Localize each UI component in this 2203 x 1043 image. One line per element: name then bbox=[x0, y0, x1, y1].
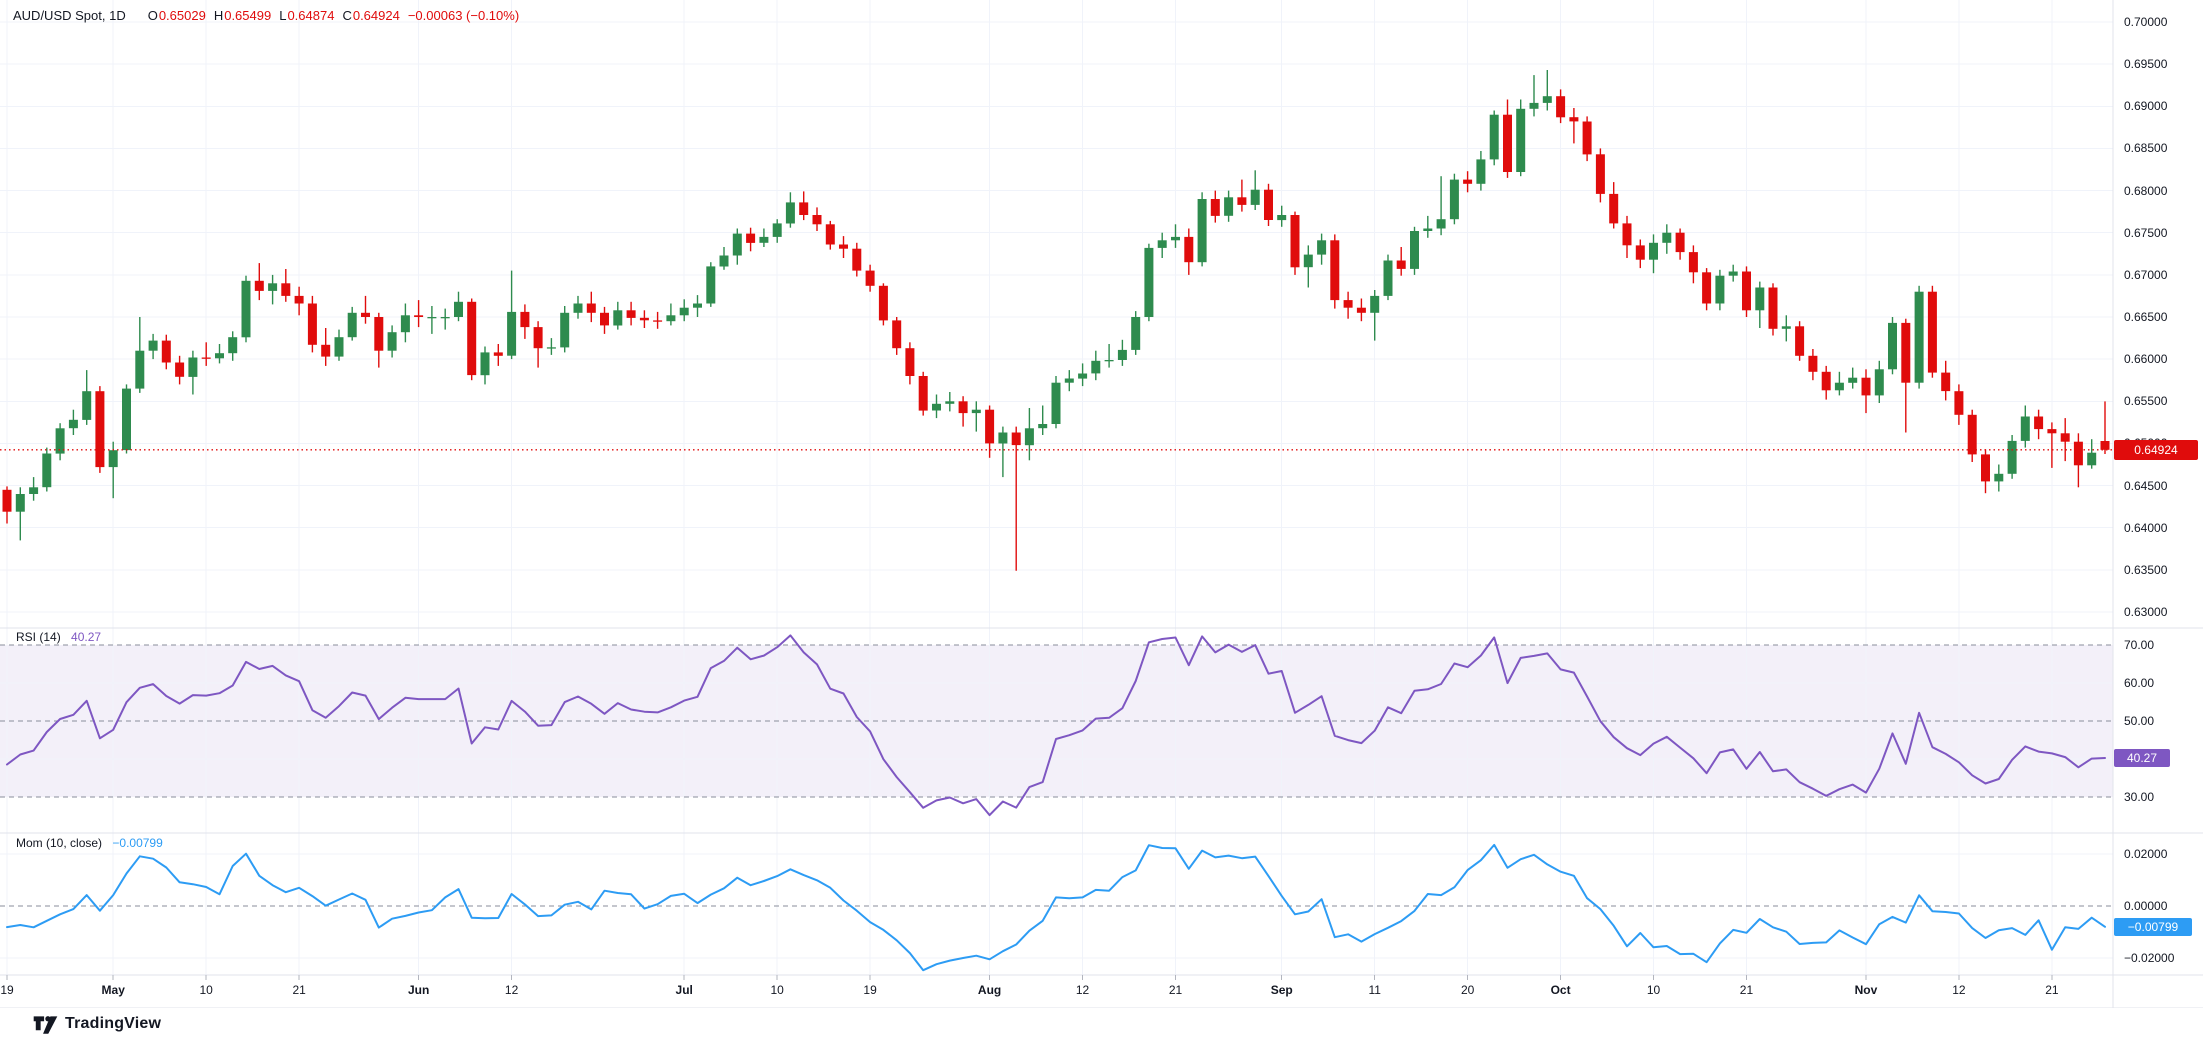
price-axis-label: 0.66000 bbox=[2124, 352, 2168, 367]
time-axis-label: Nov bbox=[1854, 983, 1878, 997]
price-axis-label: 0.69500 bbox=[2124, 57, 2168, 72]
price-axis-label: 0.68500 bbox=[2124, 141, 2168, 156]
price-axis-label: 0.65500 bbox=[2124, 394, 2168, 409]
change-value: −0.00063 (−0.10%) bbox=[407, 8, 520, 23]
time-scale[interactable]: 19 May 10 21 Jun 12 Jul 10 19 Aug 12 21 Sep 11 20 Oct 10… bbox=[0, 981, 2113, 1003]
close-label: C bbox=[342, 8, 352, 23]
time-axis-label: 19 bbox=[0, 983, 14, 997]
rsi-indicator-params: (14) bbox=[39, 630, 61, 644]
open-value: 0.65029 bbox=[158, 8, 206, 23]
time-axis-label: Jun bbox=[407, 983, 430, 997]
time-axis-label: 20 bbox=[1460, 983, 1475, 997]
symbol-legend: AUD/USD Spot, 1D O0.65029 H0.65499 L0.64874… bbox=[13, 8, 519, 23]
price-axis-label: 0.64500 bbox=[2124, 478, 2168, 493]
time-axis-label: 21 bbox=[1168, 983, 1183, 997]
price-axis-label: 0.64000 bbox=[2124, 520, 2168, 535]
price-scale[interactable]: 0.70000 0.69500 0.69000 0.68500 0.68000 0.675… bbox=[2113, 0, 2203, 1008]
price-axis-label: 0.63000 bbox=[2124, 605, 2168, 619]
rsi-value-badge: 40.27 bbox=[2114, 748, 2170, 767]
time-axis-label: 10 bbox=[199, 983, 213, 997]
footer-bar: TradingView bbox=[0, 1008, 2203, 1043]
mom-indicator-params: (10, close) bbox=[46, 836, 103, 850]
high-value: 0.65499 bbox=[224, 8, 272, 23]
mom-axis-label: 0.02000 bbox=[2124, 847, 2168, 861]
time-axis-label: 21 bbox=[1739, 983, 1754, 997]
price-axis-label: 0.67000 bbox=[2124, 267, 2168, 282]
mom-indicator-name[interactable]: Mom bbox=[16, 836, 43, 850]
time-axis-label: 11 bbox=[1368, 983, 1381, 997]
low-label: L bbox=[279, 8, 287, 23]
low-value: 0.64874 bbox=[287, 8, 335, 23]
tradingview-logo-text: TradingView bbox=[65, 1015, 162, 1032]
price-axis-label: 0.66500 bbox=[2124, 310, 2168, 324]
time-axis-label: 21 bbox=[292, 983, 306, 997]
time-axis-label: Sep bbox=[1270, 983, 1293, 997]
time-axis-label: 10 bbox=[770, 983, 784, 997]
tradingview-icon bbox=[33, 1016, 58, 1034]
time-axis-label: 12 bbox=[1952, 983, 1966, 997]
time-axis-label: Aug bbox=[977, 983, 1002, 997]
rsi-axis-label: 50.00 bbox=[2124, 714, 2155, 728]
mom-indicator-value: −0.00799 bbox=[112, 836, 163, 850]
price-axis-label: 0.70000 bbox=[2124, 15, 2168, 29]
symbol-title[interactable]: AUD/USD Spot, 1D bbox=[13, 8, 126, 23]
time-axis-label: Oct bbox=[1550, 983, 1571, 997]
price-axis-label: 0.69000 bbox=[2124, 99, 2168, 114]
tradingview-logo[interactable]: TradingView bbox=[33, 1014, 161, 1034]
time-axis-label: 10 bbox=[1646, 983, 1661, 997]
rsi-indicator-name[interactable]: RSI bbox=[16, 630, 37, 644]
mom-value-badge: −0.00799 bbox=[2114, 917, 2192, 936]
mom-axis-label: 0.00000 bbox=[2124, 899, 2168, 913]
rsi-axis-label: 30.00 bbox=[2124, 790, 2155, 804]
time-axis-label: Jul bbox=[675, 983, 693, 997]
rsi-legend: RSI (14) 40.27 bbox=[16, 630, 101, 644]
price-axis-label: 0.63500 bbox=[2124, 562, 2168, 577]
time-axis-label: 12 bbox=[1075, 983, 1090, 997]
rsi-indicator-value: 40.27 bbox=[71, 630, 102, 644]
close-value: 0.64924 bbox=[352, 8, 400, 23]
time-axis-label: May bbox=[101, 983, 125, 997]
rsi-axis-label: 60.00 bbox=[2124, 676, 2155, 690]
last-price-badge: 0.64924 bbox=[2114, 439, 2198, 460]
mom-axis-label: −0.02000 bbox=[2124, 951, 2175, 965]
rsi-axis-label: 70.00 bbox=[2124, 638, 2155, 652]
price-axis-label: 0.67500 bbox=[2124, 225, 2168, 240]
high-label: H bbox=[213, 8, 224, 23]
open-label: O bbox=[147, 8, 158, 23]
mom-legend: Mom (10, close) −0.00799 bbox=[16, 836, 163, 850]
price-axis-label: 0.68000 bbox=[2124, 183, 2168, 198]
time-axis-label: 19 bbox=[863, 983, 877, 997]
time-axis-label: 21 bbox=[2045, 983, 2059, 997]
time-axis-label: 12 bbox=[504, 983, 519, 997]
